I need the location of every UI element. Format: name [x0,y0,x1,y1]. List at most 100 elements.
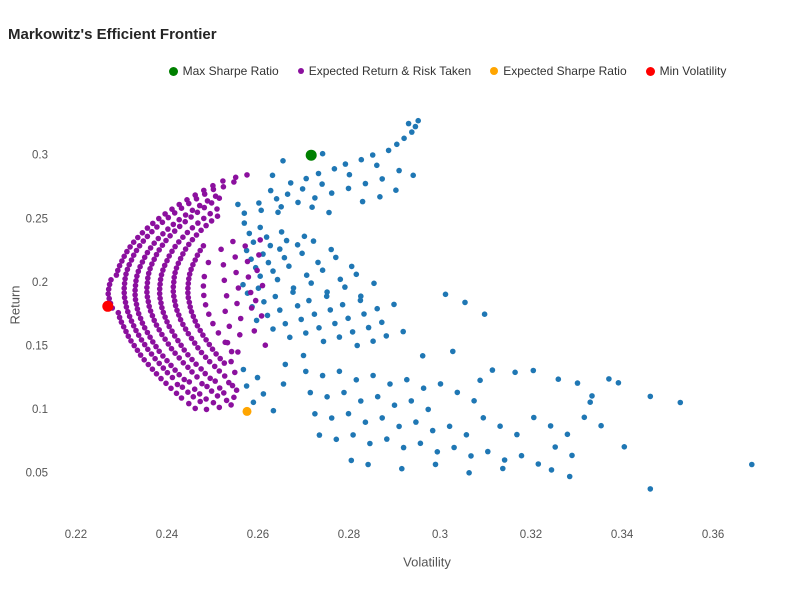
data-point[interactable] [155,235,162,242]
data-point[interactable] [162,314,168,320]
data-point[interactable] [191,386,198,393]
data-point[interactable] [370,338,376,345]
data-point[interactable] [105,286,112,293]
data-point[interactable] [153,322,160,328]
data-point[interactable] [153,343,159,350]
data-point[interactable] [442,291,449,298]
data-point[interactable] [232,369,238,376]
data-point[interactable] [530,367,537,374]
data-point[interactable] [587,399,593,406]
data-point[interactable] [178,395,185,401]
data-point[interactable] [214,213,221,219]
data-point[interactable] [229,382,236,389]
data-point[interactable] [250,239,257,245]
data-point[interactable] [125,308,131,315]
data-point[interactable] [265,259,272,266]
data-point[interactable] [598,422,604,429]
legend-item-min-volatility[interactable]: Min Volatility [645,64,726,78]
data-point[interactable] [401,135,407,142]
data-point[interactable] [195,220,201,226]
data-point[interactable] [134,306,141,312]
data-point[interactable] [105,291,111,297]
data-point[interactable] [159,219,166,226]
data-point[interactable] [300,352,307,359]
data-point[interactable] [223,397,230,404]
data-point[interactable] [221,390,227,396]
data-point[interactable] [220,184,227,190]
data-point[interactable] [569,452,575,459]
data-point[interactable] [216,385,223,391]
data-point[interactable] [135,332,142,339]
data-point[interactable] [186,271,193,277]
data-point[interactable] [308,280,315,286]
data-point[interactable] [125,333,132,340]
data-point[interactable] [231,394,237,401]
data-point[interactable] [258,313,265,319]
data-point[interactable] [185,294,192,301]
data-point[interactable] [208,388,215,394]
data-point[interactable] [188,335,195,342]
data-point[interactable] [156,290,163,297]
data-point[interactable] [192,192,198,198]
data-point[interactable] [158,272,165,278]
data-point[interactable] [149,312,156,319]
data-point[interactable] [306,297,312,304]
data-point[interactable] [369,152,376,158]
data-point[interactable] [201,215,207,222]
data-point[interactable] [163,237,169,244]
data-point[interactable] [220,262,227,268]
data-point[interactable] [147,334,153,341]
data-point[interactable] [221,360,228,366]
data-point[interactable] [462,299,468,306]
data-point[interactable] [122,299,129,306]
data-point[interactable] [106,281,113,288]
data-point[interactable] [192,257,198,263]
data-point[interactable] [168,345,175,352]
data-point[interactable] [354,342,361,349]
data-point[interactable] [228,348,235,355]
data-point[interactable] [198,349,205,356]
data-point[interactable] [315,259,321,266]
data-point[interactable] [216,368,223,374]
data-point[interactable] [361,311,367,317]
data-point[interactable] [201,292,207,299]
data-point[interactable] [203,337,209,343]
data-point[interactable] [113,272,120,278]
data-point[interactable] [163,380,169,387]
data-point[interactable] [287,180,294,186]
data-point[interactable] [303,330,309,336]
data-point[interactable] [206,341,213,348]
data-point[interactable] [233,387,240,394]
data-point[interactable] [126,313,133,320]
data-point[interactable] [180,251,186,257]
data-point[interactable] [272,293,279,300]
data-point[interactable] [132,282,139,289]
data-point[interactable] [144,233,151,240]
data-point[interactable] [133,327,139,334]
data-point[interactable] [160,267,166,273]
data-point[interactable] [282,320,289,327]
data-point[interactable] [270,326,276,332]
data-point[interactable] [149,228,155,235]
data-point[interactable] [204,198,211,204]
data-point[interactable] [204,383,210,390]
data-point[interactable] [394,141,400,148]
data-point[interactable] [135,310,142,317]
data-point[interactable] [186,379,193,385]
data-point[interactable] [228,358,234,365]
data-point[interactable] [138,337,145,343]
data-point[interactable] [151,317,157,324]
data-point[interactable] [184,197,190,203]
data-point[interactable] [145,361,152,368]
data-point[interactable] [309,204,315,210]
data-point[interactable] [226,379,232,386]
data-point[interactable] [346,171,353,178]
data-point[interactable] [123,328,129,335]
data-point[interactable] [108,277,114,283]
data-point[interactable] [270,407,277,414]
data-point[interactable] [172,243,178,250]
data-point[interactable] [121,285,127,292]
data-point[interactable] [350,432,356,438]
data-point[interactable] [216,404,223,411]
data-point[interactable] [144,329,151,336]
